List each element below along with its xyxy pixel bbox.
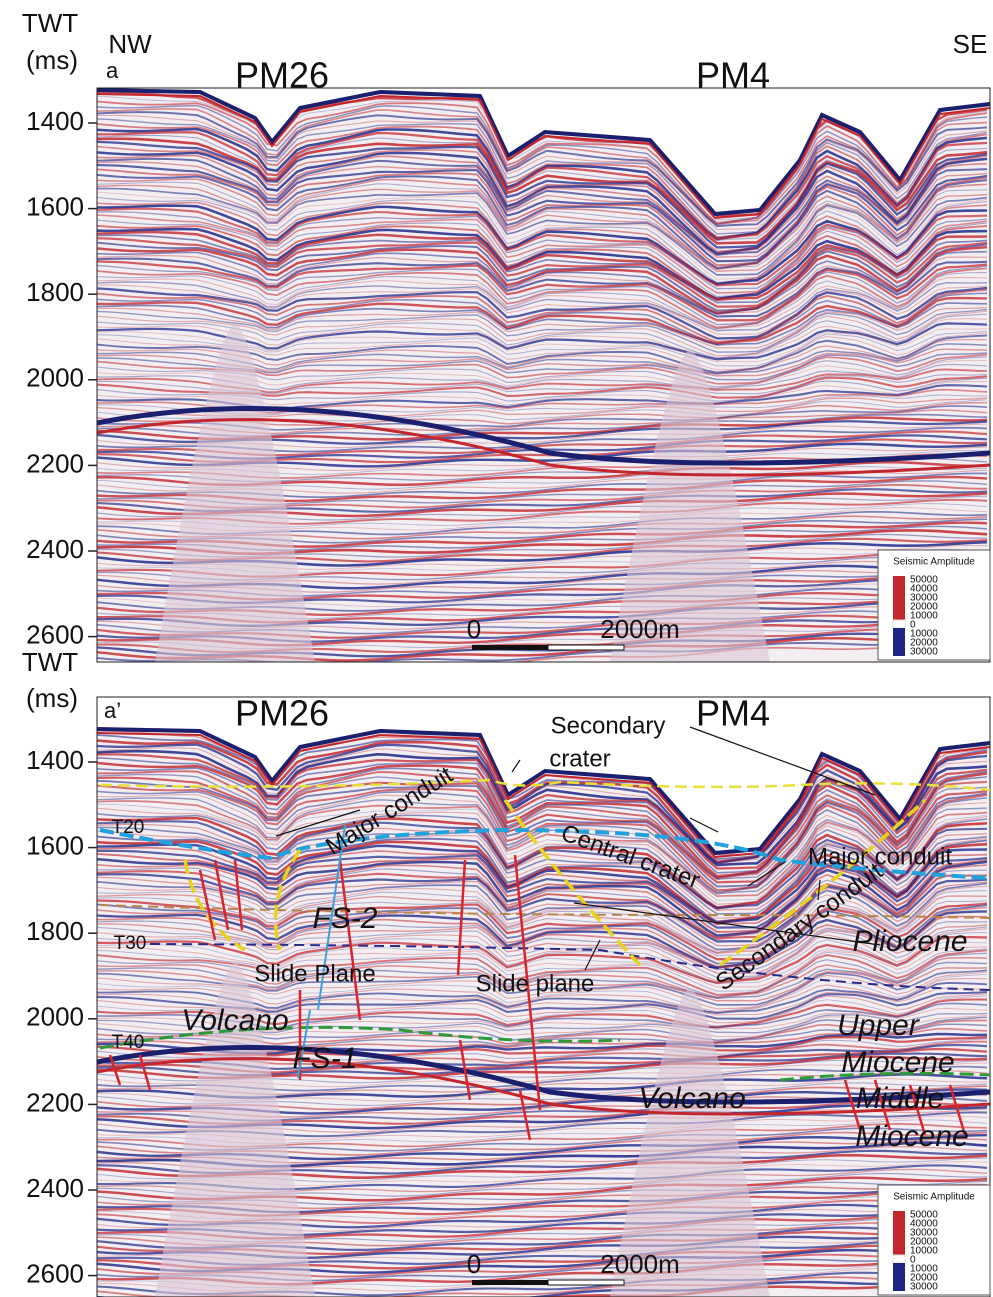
y-tick-label: 2000 [26,363,84,393]
y-tick-label: 2000 [26,1002,84,1032]
well-label: PM4 [696,55,770,96]
y-tick-label: 1600 [26,191,84,221]
scale-label: 2000m [600,1249,680,1279]
annotation: FS-2 [312,902,377,935]
y-tick-label: 2400 [26,534,84,564]
scale-bar [548,1280,624,1285]
y-tick-label: 1400 [26,106,84,136]
seismic-panel [97,88,990,668]
direction: SE [953,29,988,59]
color-bar [893,1255,905,1263]
annotation: Upper [837,1009,920,1042]
y-tick-label: 1600 [26,830,84,860]
axis-title: TWT [22,8,78,38]
annotation: T20 [112,817,145,838]
scale-label: 0 [467,1249,481,1279]
figure: TWT (ms) NW SE a PM26 PM4 TWT (ms) a’ PM26 PM4 Seco… [0,0,993,1297]
well-label: PM4 [696,693,770,734]
y-tick-label: 2200 [26,448,84,478]
color-bar [893,628,905,656]
scale-bar [472,1280,548,1285]
legend-label: 30000 [910,1282,938,1293]
annotation: Major conduit [808,843,952,870]
y-tick-label: 2600 [26,1258,84,1288]
annotation: Volcano [638,1082,745,1115]
y-tick-label: 2600 [26,619,84,649]
annotation: Secondary [551,712,666,739]
scale-bar [472,645,548,650]
annotation: Slide Plane [254,960,375,987]
legend-label: 30000 [910,647,938,658]
panel-label: a [106,58,119,83]
axis-title: (ms) [26,45,78,75]
annotation: Miocene [841,1046,954,1079]
annotation: Middle [856,1082,944,1115]
legend-title: Seismic Amplitude [893,557,975,568]
legend-title: Seismic Amplitude [893,1192,975,1203]
y-tick-label: 1400 [26,745,84,775]
well-label: PM26 [235,693,329,734]
axis-title: TWT [22,647,78,677]
annotation: T30 [114,933,147,954]
annotation: Slide plane [476,970,595,997]
panel-label: a’ [104,698,121,723]
annotation: FS-1 [292,1042,357,1075]
color-bar [893,576,905,620]
scale-bar [548,645,624,650]
y-tick-label: 2400 [26,1173,84,1203]
annotation: Miocene [855,1120,968,1153]
scale-label: 2000m [600,614,680,644]
well-label: PM26 [235,55,329,96]
color-bar [893,1211,905,1255]
scale-label: 0 [467,614,481,644]
annotation: Volcano [181,1004,288,1037]
annotation: crater [549,745,610,772]
y-tick-label: 1800 [26,916,84,946]
color-bar [893,1263,905,1291]
direction: NW [108,29,152,59]
y-tick-label: 1800 [26,277,84,307]
y-tick-label: 2200 [26,1087,84,1117]
axis-title: (ms) [26,683,78,713]
annotation: Pliocene [852,925,967,958]
annotation: T40 [112,1032,145,1053]
color-bar [893,620,905,628]
